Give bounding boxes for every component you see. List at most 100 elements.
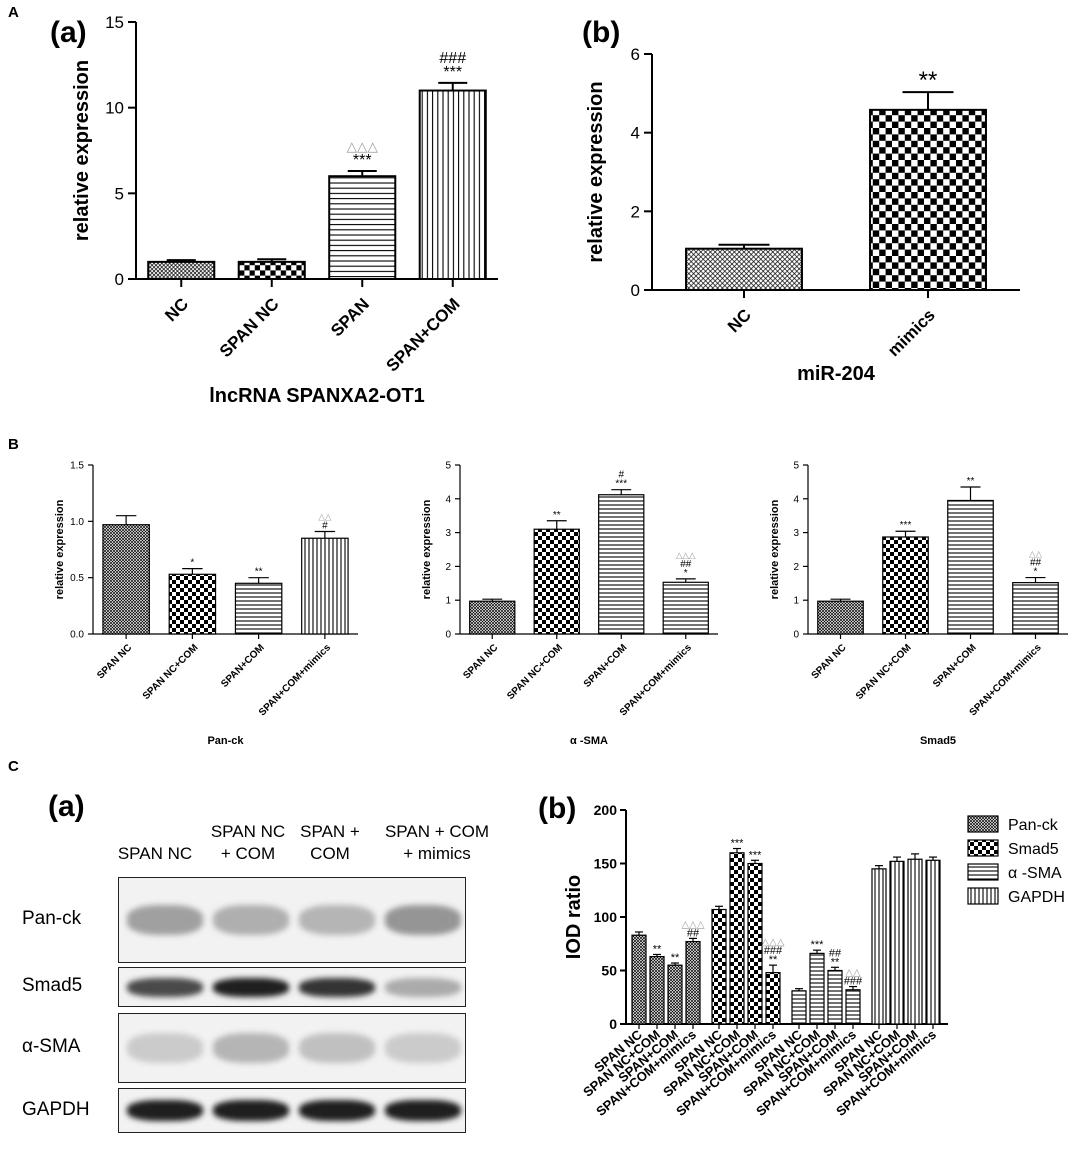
x-axis-label: lncRNA SPANXA2-OT1 bbox=[209, 385, 425, 407]
blot-row-label: GAPDH bbox=[22, 1098, 90, 1120]
section-letter-a: A bbox=[8, 4, 19, 21]
bar-span-nc bbox=[102, 524, 150, 635]
legend-label: Smad5 bbox=[1008, 841, 1059, 858]
blot-band bbox=[127, 1033, 203, 1063]
y-tick-label: 15 bbox=[105, 13, 124, 32]
panel-label: (b) bbox=[538, 792, 576, 825]
x-tick-label: SPAN+COM+mimics bbox=[618, 642, 694, 718]
bar-gapdh bbox=[871, 868, 887, 1025]
bar--sma bbox=[827, 969, 843, 1025]
significance-mark: ** bbox=[967, 476, 975, 487]
significance-mark: ## bbox=[687, 927, 700, 939]
blot-band bbox=[385, 1099, 461, 1122]
blot-band bbox=[127, 977, 203, 997]
significance-mark: △△△ bbox=[347, 139, 379, 154]
significance-mark: △△△ bbox=[681, 919, 704, 930]
significance-mark: ### bbox=[844, 976, 863, 988]
y-tick-label: 10 bbox=[105, 99, 124, 118]
bar-span-com bbox=[598, 494, 645, 635]
legend-swatch bbox=[967, 887, 999, 905]
legend-swatch bbox=[967, 839, 999, 857]
y-tick-label: 3 bbox=[793, 528, 799, 539]
y-tick-label: 150 bbox=[594, 856, 618, 872]
panel-label: (a) bbox=[50, 16, 87, 49]
bar-smad5 bbox=[765, 972, 781, 1025]
significance-mark: * bbox=[190, 558, 194, 569]
bar-pan-ck bbox=[631, 934, 647, 1025]
bar-pan-ck bbox=[667, 964, 683, 1025]
x-tick-label: SPAN+COM bbox=[383, 294, 464, 375]
significance-mark: ** bbox=[653, 943, 662, 955]
y-tick-label: 1.5 bbox=[70, 461, 84, 472]
blot-band bbox=[299, 977, 375, 997]
lane-header: + COM bbox=[220, 844, 276, 863]
bar-span-nc-com bbox=[168, 573, 217, 635]
bar-nc bbox=[685, 247, 803, 291]
y-tick-label: 0 bbox=[793, 630, 799, 641]
y-tick-label: 0 bbox=[609, 1016, 617, 1032]
blot-band bbox=[299, 905, 375, 935]
x-tick-label: SPAN+COM+mimics bbox=[257, 642, 333, 718]
y-tick-label: 5 bbox=[115, 184, 124, 203]
x-tick-label: SPAN NC bbox=[461, 642, 500, 681]
blot-row-label: Pan-ck bbox=[22, 908, 82, 929]
blot-panel-label: (a) bbox=[48, 790, 85, 823]
y-tick-label: 1.0 bbox=[70, 517, 84, 528]
bar-pan-ck bbox=[649, 955, 665, 1025]
x-tick-label: NC bbox=[161, 294, 192, 325]
legend-swatch bbox=[967, 815, 999, 833]
y-tick-label: 0.0 bbox=[70, 630, 84, 641]
y-axis-label: relative expression bbox=[421, 499, 433, 599]
lane-header: SPAN + COM bbox=[384, 822, 490, 841]
bar-smad5 bbox=[711, 908, 727, 1025]
blot-band bbox=[385, 905, 461, 935]
y-tick-label: 0 bbox=[631, 281, 640, 300]
blot-band bbox=[299, 1099, 375, 1122]
x-axis-label: α -SMA bbox=[570, 735, 608, 747]
blot-band bbox=[213, 977, 289, 997]
y-axis-label: relative expression bbox=[54, 499, 66, 599]
y-tick-label: 4 bbox=[631, 124, 640, 143]
bar-span-nc-com bbox=[533, 528, 580, 635]
bar-nc bbox=[147, 260, 216, 281]
y-tick-label: 4 bbox=[445, 494, 451, 505]
y-tick-label: 100 bbox=[594, 909, 618, 925]
section-letter-c: C bbox=[8, 758, 19, 775]
significance-mark: ** bbox=[919, 67, 938, 94]
x-tick-label: SPAN NC bbox=[810, 642, 849, 681]
lane-header: SPAN NC bbox=[117, 844, 193, 863]
y-tick-label: 1 bbox=[793, 596, 799, 607]
blot-strip bbox=[118, 967, 466, 1007]
x-tick-label: SPAN NC+COM bbox=[854, 642, 914, 702]
blot-row-label: α-SMA bbox=[22, 1036, 81, 1057]
x-tick-label: mimics bbox=[884, 305, 939, 360]
significance-mark: △△△ bbox=[761, 937, 784, 948]
significance-mark: ** bbox=[255, 567, 263, 578]
significance-mark: *** bbox=[443, 64, 462, 81]
section-letter-b: B bbox=[8, 436, 19, 453]
significance-mark: * bbox=[684, 568, 688, 579]
legend-label: GAPDH bbox=[1008, 889, 1065, 906]
significance-mark: *** bbox=[731, 838, 745, 850]
x-axis-label: miR-204 bbox=[797, 363, 876, 385]
western-blot-panel: (a) SPAN NC SPAN NC + COM SPAN + COM SPAN + C… bbox=[0, 770, 530, 1170]
bar-mimics bbox=[869, 108, 987, 291]
y-tick-label: 6 bbox=[631, 45, 640, 64]
y-tick-label: 0 bbox=[445, 630, 451, 641]
significance-mark: # bbox=[322, 520, 328, 531]
blot-band bbox=[213, 1033, 289, 1063]
y-axis-label: relative expression bbox=[71, 60, 93, 241]
bar-span-nc-com bbox=[882, 536, 929, 635]
bar-smad5 bbox=[747, 862, 763, 1025]
bar-span-nc bbox=[237, 260, 306, 281]
chart-mir204: 0 2 4 6 relative expression NC mimics ** miR-204… bbox=[582, 16, 1020, 385]
bar--sma bbox=[809, 952, 825, 1025]
y-tick-label: 50 bbox=[601, 963, 617, 979]
lane-header: + mimics bbox=[403, 844, 471, 863]
significance-mark: ## bbox=[1030, 558, 1042, 569]
blot-strip bbox=[118, 1088, 466, 1133]
x-axis-label: Pan-ck bbox=[207, 735, 244, 747]
panel-label: (b) bbox=[582, 16, 620, 49]
